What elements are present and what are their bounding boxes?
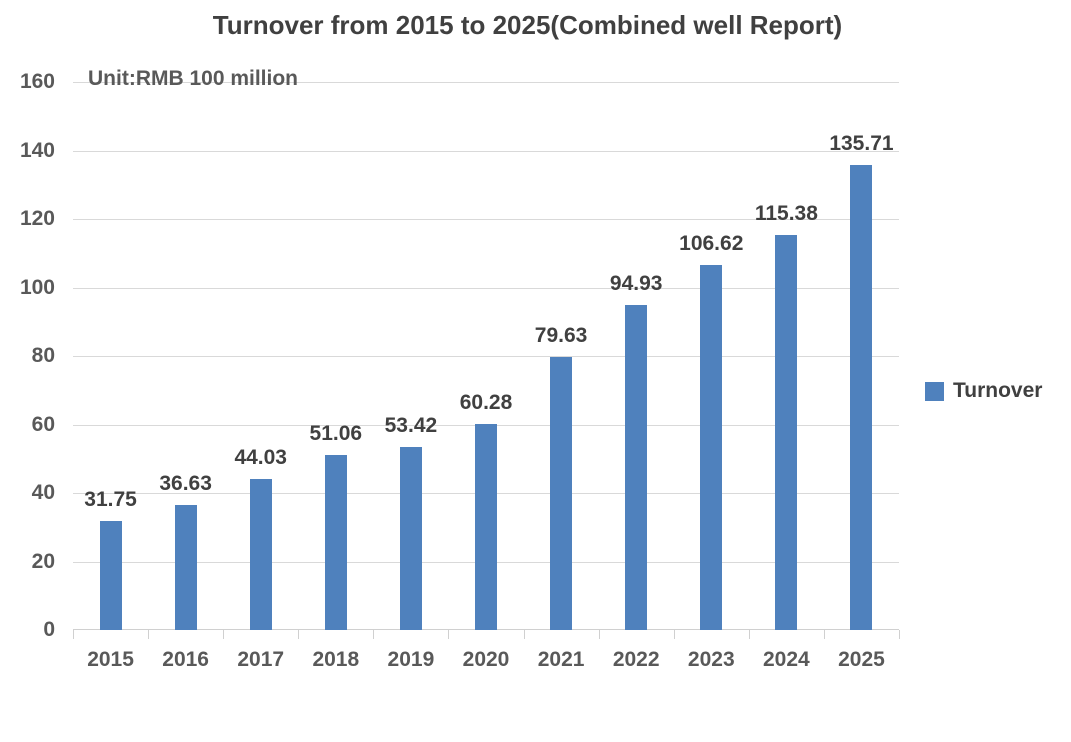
y-axis-tick-label: 80 [31, 344, 55, 367]
bar[interactable] [625, 304, 648, 630]
bar-value-label: 94.93 [609, 271, 663, 295]
gridline [73, 287, 899, 289]
x-axis-tick-label[interactable]: 2023 [687, 648, 735, 671]
bar[interactable] [775, 234, 798, 630]
y-axis-tick-label: 160 [19, 70, 55, 93]
bar-value-label: 36.63 [159, 471, 212, 495]
y-axis-tick-label: 0 [43, 618, 55, 641]
x-axis-tick [148, 630, 149, 639]
legend-label: Turnover [953, 379, 1043, 402]
y-axis-tick-label: 60 [31, 412, 55, 436]
x-axis-tick [599, 630, 600, 639]
gridline [73, 82, 899, 83]
bar-value-label: 135.71 [829, 132, 894, 156]
x-axis-tick [674, 630, 675, 639]
x-axis-tick-label[interactable]: 2019 [387, 648, 435, 671]
x-axis-tick [223, 630, 224, 639]
gridline [73, 150, 899, 152]
bar[interactable] [399, 447, 422, 630]
bar-value-label: 31.75 [84, 488, 137, 512]
bar[interactable] [324, 455, 347, 630]
x-axis-tick [524, 630, 525, 639]
bar-value-label: 53.42 [384, 414, 438, 438]
x-axis-tick-label[interactable]: 2021 [537, 648, 585, 671]
bar[interactable] [850, 165, 873, 630]
chart-title: Turnover from 2015 to 2025(Combined well… [212, 10, 843, 40]
x-axis-tick [373, 630, 374, 639]
x-axis-tick [749, 630, 750, 639]
bar-value-label: 106.62 [679, 231, 744, 255]
legend[interactable]: Turnover [925, 379, 1042, 403]
x-axis-tick-label[interactable]: 2025 [838, 648, 885, 671]
bar-value-label: 51.06 [309, 422, 363, 446]
y-axis-tick-label: 20 [31, 549, 55, 573]
y-axis-tick-label: 100 [19, 275, 55, 299]
gridline [73, 356, 899, 357]
legend-swatch-icon [925, 381, 944, 401]
bar[interactable] [475, 423, 497, 630]
x-axis-tick-label[interactable]: 2024 [763, 648, 810, 671]
y-axis-tick-label: 120 [19, 207, 55, 230]
unit-label: Unit:RMB 100 million [88, 67, 299, 90]
bar[interactable] [550, 357, 573, 630]
bar[interactable] [700, 264, 723, 630]
x-axis-tick [298, 630, 299, 639]
x-axis-tick-label[interactable]: 2016 [162, 648, 209, 671]
x-axis-tick-label[interactable]: 2017 [237, 648, 285, 671]
bar-value-label: 79.63 [534, 324, 588, 348]
x-axis-tick [899, 630, 900, 639]
x-axis-tick [73, 630, 74, 639]
x-axis-tick-label[interactable]: 2020 [462, 648, 510, 671]
x-axis-tick-label[interactable]: 2018 [312, 648, 360, 671]
bar-value-label: 60.28 [459, 390, 513, 414]
plot-area: 0 20 40 60 80 100 120 140 160 31.75 2015 36.63 2016 4… [20, 70, 900, 671]
bar-value-label: 44.03 [234, 446, 287, 470]
x-axis-tick [824, 630, 825, 639]
x-axis-tick [448, 630, 449, 639]
y-axis-tick-label: 40 [31, 481, 55, 504]
bar[interactable] [174, 504, 197, 630]
bar-value-label: 115.38 [754, 201, 818, 225]
y-axis-tick-label: 140 [19, 138, 55, 162]
bar[interactable] [249, 479, 272, 630]
bar[interactable] [99, 521, 122, 630]
x-axis-tick-label[interactable]: 2022 [612, 648, 660, 671]
x-axis-tick-label[interactable]: 2015 [87, 648, 134, 671]
gridline [73, 219, 899, 220]
